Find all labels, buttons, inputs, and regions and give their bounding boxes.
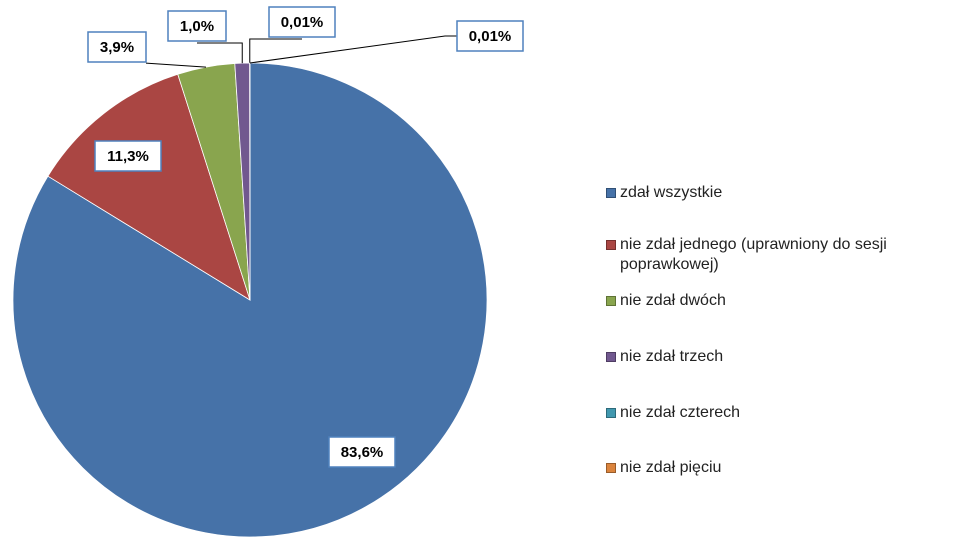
legend-item: nie zdał pięciu <box>606 458 971 478</box>
legend-item: zdał wszystkie <box>606 183 971 203</box>
legend-label: zdał wszystkie <box>620 184 723 201</box>
leader-line <box>197 42 243 64</box>
legend-item: nie zdał jednego (uprawniony do sesji po… <box>606 235 971 275</box>
leader-line <box>249 38 302 64</box>
legend-label: nie zdał dwóch <box>620 292 726 309</box>
pie-slice <box>12 62 488 538</box>
label-box <box>268 6 336 38</box>
label-box <box>167 10 227 42</box>
data-label: 83,6% <box>341 444 384 461</box>
legend-label: nie zdał jednego (uprawniony do sesji po… <box>620 236 887 273</box>
legend-swatch <box>606 188 616 198</box>
label-box <box>94 140 162 172</box>
legend-label: nie zdał czterech <box>620 404 741 421</box>
data-label: 0,01% <box>469 28 512 45</box>
legend-swatch <box>606 296 616 306</box>
legend-swatch <box>606 352 616 362</box>
label-box <box>87 31 147 63</box>
legend-item: nie zdał czterech <box>606 403 971 423</box>
legend-item: nie zdał dwóch <box>606 291 971 311</box>
data-label: 3,9% <box>100 39 134 56</box>
legend-label: nie zdał pięciu <box>620 459 722 476</box>
leader-line <box>249 35 457 64</box>
label-box <box>456 20 524 52</box>
pie-slice <box>47 73 251 301</box>
label-box <box>328 436 396 468</box>
legend-swatch <box>606 463 616 473</box>
leader-line <box>145 62 206 68</box>
legend-item: nie zdał trzech <box>606 347 971 367</box>
legend-swatch <box>606 408 616 418</box>
legend-swatch <box>606 240 616 250</box>
data-label: 0,01% <box>281 14 324 31</box>
data-label: 1,0% <box>180 18 214 35</box>
data-label: 11,3% <box>107 148 149 165</box>
legend-label: nie zdał trzech <box>620 348 724 365</box>
